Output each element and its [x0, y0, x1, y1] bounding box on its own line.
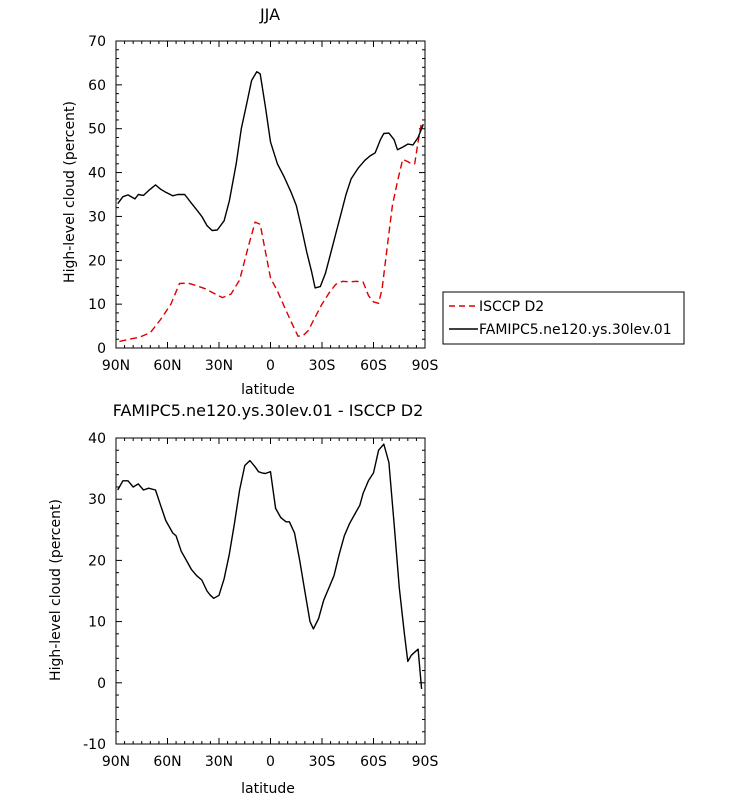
x-tick-label: 30S — [309, 754, 336, 770]
x-tick-label: 60N — [153, 754, 181, 770]
y-tick-label: 30 — [88, 209, 106, 225]
y-tick-label: 40 — [88, 431, 106, 447]
y-tick-label: 10 — [88, 615, 106, 631]
x-tick-label: 60S — [360, 358, 387, 374]
y-tick-label: 20 — [88, 253, 106, 269]
x-tick-labels: 90N 60N 30N 0 30S 60S 90S — [102, 754, 439, 770]
plot-frame — [115, 40, 426, 349]
x-tick-labels: 90N 60N 30N 0 30S 60S 90S — [102, 358, 439, 374]
y-tick-label: 10 — [88, 297, 106, 313]
y-tick-label: 50 — [88, 122, 106, 138]
y-tick-labels: -10 0 10 20 30 40 — [83, 431, 106, 753]
series-lines — [117, 443, 423, 689]
plot-frame — [115, 437, 426, 745]
y-tick-label: 30 — [88, 492, 106, 508]
tick-marks — [115, 437, 426, 745]
y-axis-label: High-level cloud (percent) — [48, 499, 64, 681]
panel-title: JJA — [259, 5, 280, 24]
y-tick-label: -10 — [83, 737, 106, 753]
legend-box — [442, 291, 685, 345]
series-lines — [117, 70, 424, 343]
y-tick-label: 0 — [97, 341, 106, 357]
x-tick-label: 60S — [360, 754, 387, 770]
x-axis-label: latitude — [241, 382, 295, 398]
x-tick-label: 90N — [102, 754, 130, 770]
legend-label-model: FAMIPC5.ne120.ys.30lev.01 — [479, 322, 672, 338]
y-tick-label: 60 — [88, 78, 106, 94]
x-tick-label: 90N — [102, 358, 130, 374]
x-tick-label: 30S — [309, 358, 336, 374]
legend-label-isccp: ISCCP D2 — [479, 299, 544, 315]
panel-difference: FAMIPC5.ne120.ys.30lev.01 - ISCCP D2 -10… — [48, 401, 438, 797]
x-tick-label: 90S — [412, 358, 439, 374]
x-tick-label: 30N — [205, 754, 233, 770]
x-axis-label: latitude — [241, 781, 295, 797]
y-axis-label: High-level cloud (percent) — [62, 101, 78, 283]
tick-marks — [115, 40, 426, 349]
y-tick-labels: 0 10 20 30 40 50 60 70 — [88, 34, 106, 357]
y-tick-label: 70 — [88, 34, 106, 50]
x-tick-label: 30N — [205, 358, 233, 374]
series-line-0 — [119, 121, 423, 343]
series-line-1 — [117, 70, 424, 289]
series-line-0 — [117, 443, 423, 689]
y-tick-label: 40 — [88, 166, 106, 182]
y-tick-label: 0 — [97, 676, 106, 692]
x-tick-label: 60N — [153, 358, 181, 374]
legend: ISCCP D2 FAMIPC5.ne120.ys.30lev.01 — [442, 291, 685, 345]
y-tick-label: 20 — [88, 553, 106, 569]
panel-title: FAMIPC5.ne120.ys.30lev.01 - ISCCP D2 — [113, 401, 424, 420]
x-tick-label: 0 — [266, 754, 275, 770]
x-tick-label: 90S — [412, 754, 439, 770]
x-tick-label: 0 — [266, 358, 275, 374]
